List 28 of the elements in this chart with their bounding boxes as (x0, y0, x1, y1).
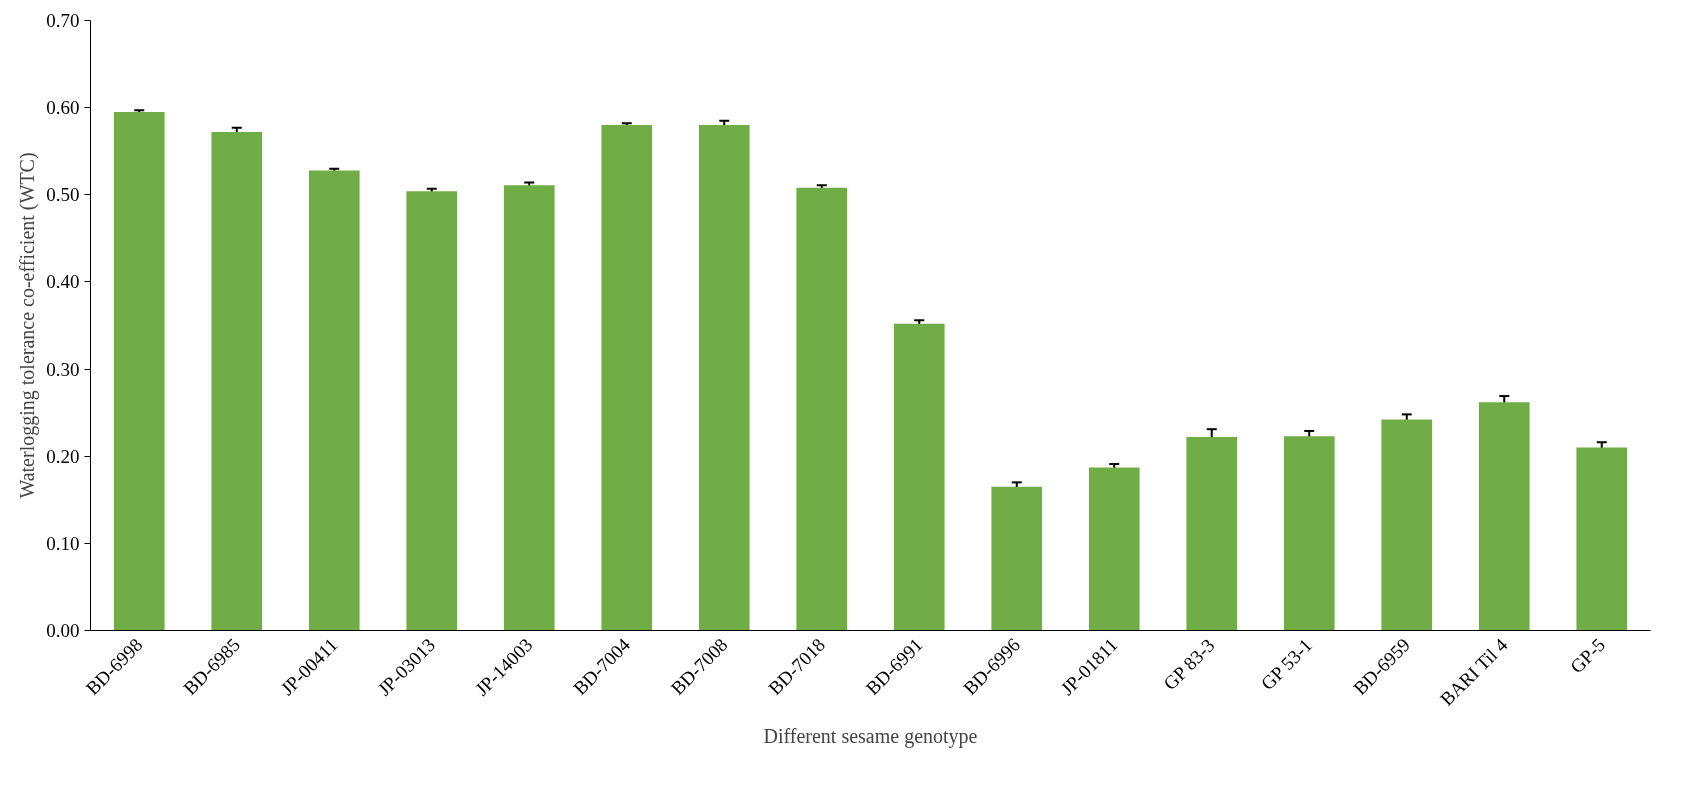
bar (1381, 419, 1433, 631)
y-tick-label: 0.60 (46, 97, 80, 119)
x-tick-label: GP 53-1 (1256, 634, 1317, 695)
y-tick-label: 0.30 (46, 358, 80, 380)
bar (1283, 436, 1335, 631)
bar (796, 187, 848, 631)
bar (406, 191, 458, 631)
y-axis-title: Waterlogging tolerance co-efficient (WTC) (16, 152, 40, 499)
y-tick-label: 0.10 (46, 532, 80, 554)
bar (503, 185, 555, 631)
bar (211, 132, 263, 631)
y-tick-label: 0.70 (46, 10, 80, 31)
bar (1088, 467, 1140, 631)
bar (698, 125, 750, 631)
x-axis-title: Different sesame genotype (763, 725, 978, 749)
y-tick-label: 0.40 (46, 271, 80, 293)
bar (1478, 402, 1530, 631)
y-tick-label: 0.20 (46, 445, 80, 467)
bar (1576, 447, 1628, 631)
bar (1186, 437, 1238, 631)
bar (893, 323, 945, 631)
x-tick-label: GP 83-3 (1159, 634, 1219, 695)
y-tick-label: 0.00 (46, 620, 80, 641)
y-tick-label: 0.50 (46, 184, 80, 206)
bar (113, 112, 165, 631)
bar (601, 125, 653, 631)
bar (308, 170, 360, 631)
bar (991, 486, 1043, 631)
